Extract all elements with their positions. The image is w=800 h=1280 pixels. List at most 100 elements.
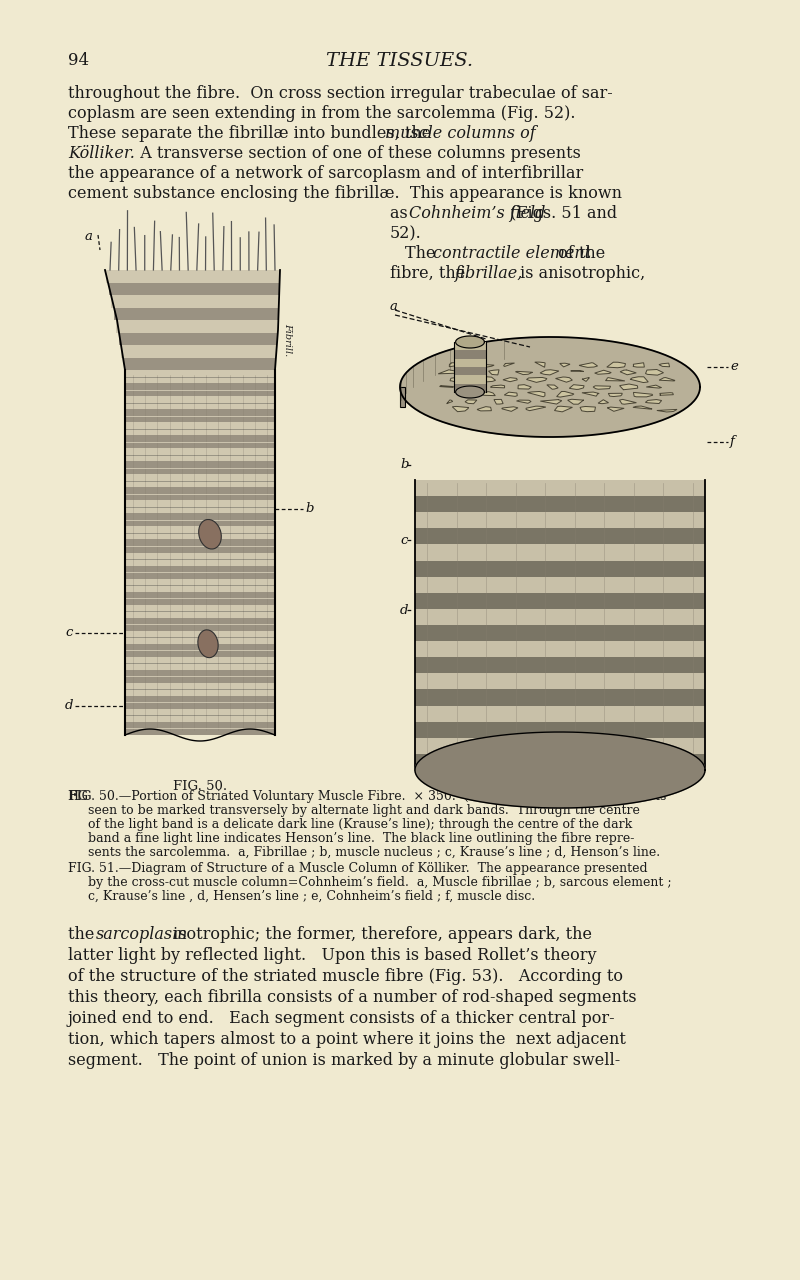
Bar — [454, 384, 486, 392]
Polygon shape — [516, 371, 533, 375]
Bar — [118, 333, 277, 346]
Text: e: e — [730, 361, 738, 374]
Bar — [125, 579, 275, 591]
Bar — [415, 529, 705, 544]
Bar — [125, 682, 275, 696]
Bar — [415, 673, 705, 690]
Bar — [125, 435, 275, 448]
Text: FIG. 51.: FIG. 51. — [533, 790, 587, 803]
Text: Cohnheim’s ﬁeld: Cohnheim’s ﬁeld — [409, 205, 546, 221]
Bar — [122, 346, 276, 357]
Polygon shape — [462, 384, 482, 389]
Text: is anisotrophic,: is anisotrophic, — [515, 265, 646, 282]
Text: (Figs. 51 and: (Figs. 51 and — [505, 205, 617, 221]
Bar — [415, 609, 705, 625]
Bar — [125, 553, 275, 566]
Polygon shape — [400, 387, 405, 407]
Polygon shape — [554, 406, 573, 412]
Polygon shape — [477, 376, 495, 383]
Polygon shape — [594, 370, 611, 374]
Text: FIG. 51.—Diagram of Structure of a Muscle Column of Kölliker.  The appearance pr: FIG. 51.—Diagram of Structure of a Muscl… — [68, 861, 648, 876]
Polygon shape — [415, 732, 705, 808]
Polygon shape — [593, 385, 610, 389]
Polygon shape — [440, 385, 454, 388]
Polygon shape — [560, 364, 570, 367]
Bar — [125, 422, 275, 435]
Bar — [125, 488, 275, 500]
Text: THE TISSUES.: THE TISSUES. — [326, 52, 474, 70]
Text: b: b — [305, 502, 314, 515]
Polygon shape — [570, 385, 584, 389]
Polygon shape — [579, 362, 598, 367]
Bar — [125, 709, 275, 722]
Text: of the light band is a delicate dark line (Krause’s line); through the centre of: of the light band is a delicate dark lin… — [88, 818, 632, 831]
Bar — [125, 448, 275, 461]
Bar — [125, 526, 275, 539]
Polygon shape — [606, 362, 626, 367]
Bar — [454, 367, 486, 375]
Bar — [415, 722, 705, 737]
Text: segment.   The point of union is marked by a minute globular swell-: segment. The point of union is marked by… — [68, 1052, 620, 1069]
Polygon shape — [490, 385, 505, 388]
Bar — [454, 342, 486, 351]
Polygon shape — [527, 392, 545, 397]
Polygon shape — [633, 406, 652, 410]
Text: the appearance of a network of sarcoplasm and of interfibrillar: the appearance of a network of sarcoplas… — [68, 165, 583, 182]
Polygon shape — [465, 399, 477, 403]
Bar — [454, 351, 486, 358]
Polygon shape — [518, 385, 531, 389]
Bar — [415, 497, 705, 512]
Polygon shape — [456, 387, 485, 398]
Polygon shape — [646, 370, 663, 375]
Text: d: d — [400, 603, 409, 617]
Polygon shape — [517, 401, 531, 403]
Bar — [125, 410, 275, 422]
Text: c, Krause’s line , d, Hensen’s line ; e, Cohnheim’s field ; f, muscle disc.: c, Krause’s line , d, Hensen’s line ; e,… — [88, 890, 535, 902]
Text: FIG. 50.—Portion of Striated Voluntary Muscle Fibre.  × 350.  (Technic 4, p. 100: FIG. 50.—Portion of Striated Voluntary M… — [68, 790, 666, 803]
Polygon shape — [633, 362, 644, 367]
Bar — [106, 270, 280, 283]
Text: muscle columns of: muscle columns of — [386, 125, 536, 142]
Text: d: d — [65, 699, 74, 712]
Text: 94: 94 — [68, 52, 89, 69]
Text: F: F — [68, 790, 77, 803]
Polygon shape — [630, 376, 648, 383]
Polygon shape — [606, 378, 625, 381]
Bar — [125, 500, 275, 513]
Polygon shape — [607, 407, 624, 411]
Text: FIG. 50.: FIG. 50. — [173, 780, 227, 794]
Bar — [124, 357, 275, 370]
Bar — [125, 396, 275, 410]
Text: of the structure of the striated muscle fibre (Fig. 53).   According to: of the structure of the striated muscle … — [68, 968, 623, 986]
Bar — [415, 705, 705, 722]
Bar — [454, 375, 486, 384]
Bar — [125, 696, 275, 709]
Text: a: a — [390, 301, 398, 314]
Text: seen to be marked transversely by alternate light and dark bands.  Through the c: seen to be marked transversely by altern… — [88, 804, 640, 817]
Bar — [116, 320, 277, 333]
Polygon shape — [619, 399, 637, 404]
Text: Fibrill.: Fibrill. — [283, 324, 292, 357]
Text: These separate the fibrillæ into bundles, the: These separate the fibrillæ into bundles… — [68, 125, 436, 142]
Text: isotrophic; the former, therefore, appears dark, the: isotrophic; the former, therefore, appea… — [168, 925, 592, 943]
Bar — [111, 294, 278, 307]
Bar — [125, 591, 275, 604]
Polygon shape — [582, 392, 599, 396]
Polygon shape — [634, 393, 653, 397]
Text: c: c — [65, 626, 72, 639]
Bar — [125, 566, 275, 579]
Bar — [125, 644, 275, 657]
Text: sarcoplasm: sarcoplasm — [96, 925, 188, 943]
Bar — [125, 657, 275, 669]
Text: fibre, the: fibre, the — [390, 265, 470, 282]
Polygon shape — [540, 370, 559, 375]
Text: cement substance enclosing the fibrillæ.  This appearance is known: cement substance enclosing the fibrillæ.… — [68, 186, 622, 202]
Text: as: as — [390, 205, 413, 221]
Text: tion, which tapers almost to a point where it joins the  next adjacent: tion, which tapers almost to a point whe… — [68, 1030, 626, 1048]
Polygon shape — [450, 362, 468, 367]
Bar — [454, 358, 486, 367]
Polygon shape — [568, 399, 584, 404]
Polygon shape — [580, 407, 595, 412]
Polygon shape — [582, 378, 590, 381]
Polygon shape — [452, 406, 469, 412]
